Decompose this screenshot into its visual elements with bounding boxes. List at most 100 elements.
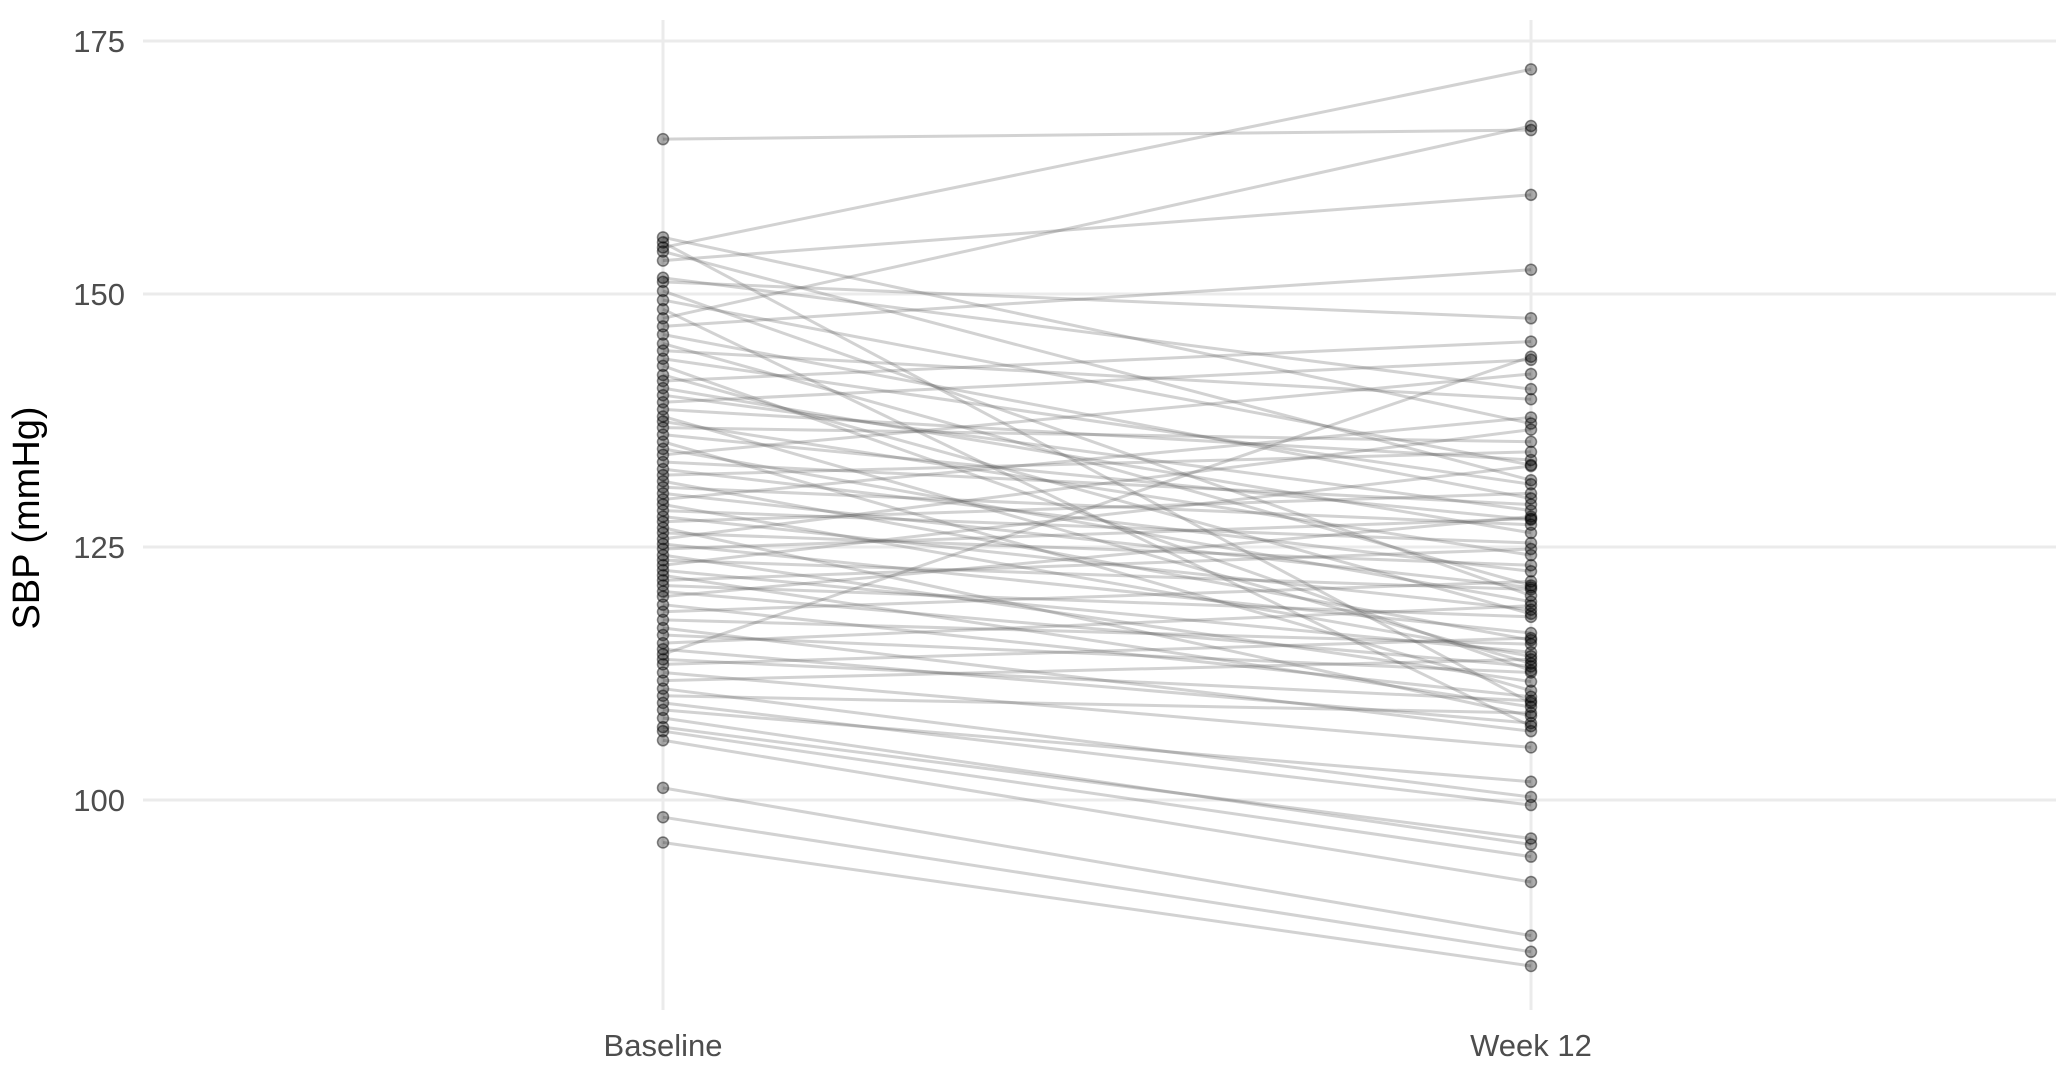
baseline-point	[656, 621, 670, 635]
subject-line	[662, 307, 1532, 728]
week12-point	[1524, 263, 1538, 276]
subject-line	[662, 636, 1532, 666]
baseline-point	[656, 689, 670, 703]
subject-line	[662, 67, 1532, 249]
baseline-point	[656, 498, 670, 511]
week12-point	[1524, 675, 1538, 688]
subject-line	[662, 340, 1532, 383]
baseline-point	[656, 245, 670, 258]
baseline-point	[656, 653, 670, 666]
subject-line	[662, 716, 1532, 847]
subject-line	[662, 460, 1532, 506]
baseline-point	[656, 558, 670, 572]
subject-line	[662, 128, 1532, 141]
week12-point	[1524, 335, 1538, 348]
baseline-point	[656, 781, 670, 795]
subject-line	[662, 603, 1532, 699]
baseline-point	[656, 328, 670, 341]
subject-line	[662, 276, 1532, 391]
week12-point	[1524, 382, 1538, 396]
baseline-point	[656, 388, 670, 402]
subject-line	[662, 579, 1532, 614]
subject-line	[662, 420, 1532, 557]
baseline-point	[656, 352, 670, 366]
paired-lines	[662, 67, 1532, 968]
week12-point	[1524, 458, 1538, 472]
week12-point	[1524, 63, 1538, 76]
week12-point	[1524, 645, 1538, 659]
subject-line	[662, 708, 1532, 784]
baseline-point	[656, 396, 670, 409]
week12-point	[1524, 558, 1538, 572]
subject-line	[662, 604, 1532, 645]
week12-point	[1524, 350, 1538, 363]
baseline-point	[656, 415, 670, 428]
baseline-point	[656, 590, 670, 603]
week12-point	[1524, 724, 1538, 738]
y-tick-label: 175	[73, 24, 125, 59]
subject-line	[662, 633, 1532, 674]
week12-point	[1524, 660, 1538, 673]
baseline-point	[656, 724, 670, 738]
baseline-point	[656, 537, 670, 551]
baseline-point	[656, 703, 670, 717]
baseline-point	[656, 548, 670, 562]
week12-point	[1524, 581, 1538, 594]
week12-point	[1524, 312, 1538, 325]
subject-line	[662, 815, 1532, 954]
baseline-point	[656, 381, 670, 395]
subject-line	[662, 491, 1532, 589]
baseline-point	[656, 487, 670, 500]
subject-line	[662, 517, 1532, 551]
baseline-point	[656, 241, 670, 254]
grid	[143, 20, 2056, 1010]
week12-point	[1524, 548, 1538, 562]
week12-point	[1524, 706, 1538, 720]
baseline-point	[656, 628, 670, 642]
week12-point	[1524, 850, 1538, 863]
subject-line	[662, 626, 1532, 733]
y-tick-label: 125	[73, 530, 125, 565]
week12-point	[1524, 790, 1538, 804]
week12-point	[1524, 626, 1538, 640]
week12-point	[1524, 579, 1538, 592]
x-axis-tick-labels: Baseline Week 12	[604, 1028, 1592, 1063]
y-tick-label: 150	[73, 277, 125, 312]
subject-line	[662, 503, 1532, 658]
subject-line	[662, 670, 1532, 749]
week12-point	[1524, 526, 1538, 540]
week12-point	[1524, 832, 1538, 845]
baseline-point	[656, 312, 670, 325]
baseline-point	[656, 542, 670, 556]
baseline-point	[656, 734, 670, 747]
week12-point	[1524, 417, 1538, 430]
week12-point	[1524, 657, 1538, 670]
week12-point	[1524, 353, 1538, 367]
subject-line	[662, 553, 1532, 684]
subject-line	[662, 687, 1532, 799]
week12-point	[1524, 603, 1538, 616]
subject-line	[662, 657, 1532, 703]
baseline-point	[656, 359, 670, 373]
week12-point	[1524, 664, 1538, 677]
subject-line	[662, 531, 1532, 567]
week12-point	[1524, 741, 1538, 754]
subject-line	[662, 289, 1532, 597]
subject-line	[662, 440, 1532, 693]
baseline-point	[656, 569, 670, 582]
baseline-point	[656, 481, 670, 494]
subject-line	[662, 701, 1532, 807]
week12-point	[1524, 478, 1538, 491]
week12-point	[1524, 959, 1538, 973]
subject-line	[662, 407, 1532, 462]
week12-point	[1524, 487, 1538, 500]
subject-line	[662, 333, 1532, 500]
subject-line	[662, 738, 1532, 884]
subject-line	[662, 280, 1532, 320]
baseline-point	[656, 521, 670, 535]
subject-line	[662, 342, 1532, 587]
baseline-point	[656, 658, 670, 671]
baseline-point	[656, 493, 670, 506]
baseline-point	[656, 462, 670, 476]
